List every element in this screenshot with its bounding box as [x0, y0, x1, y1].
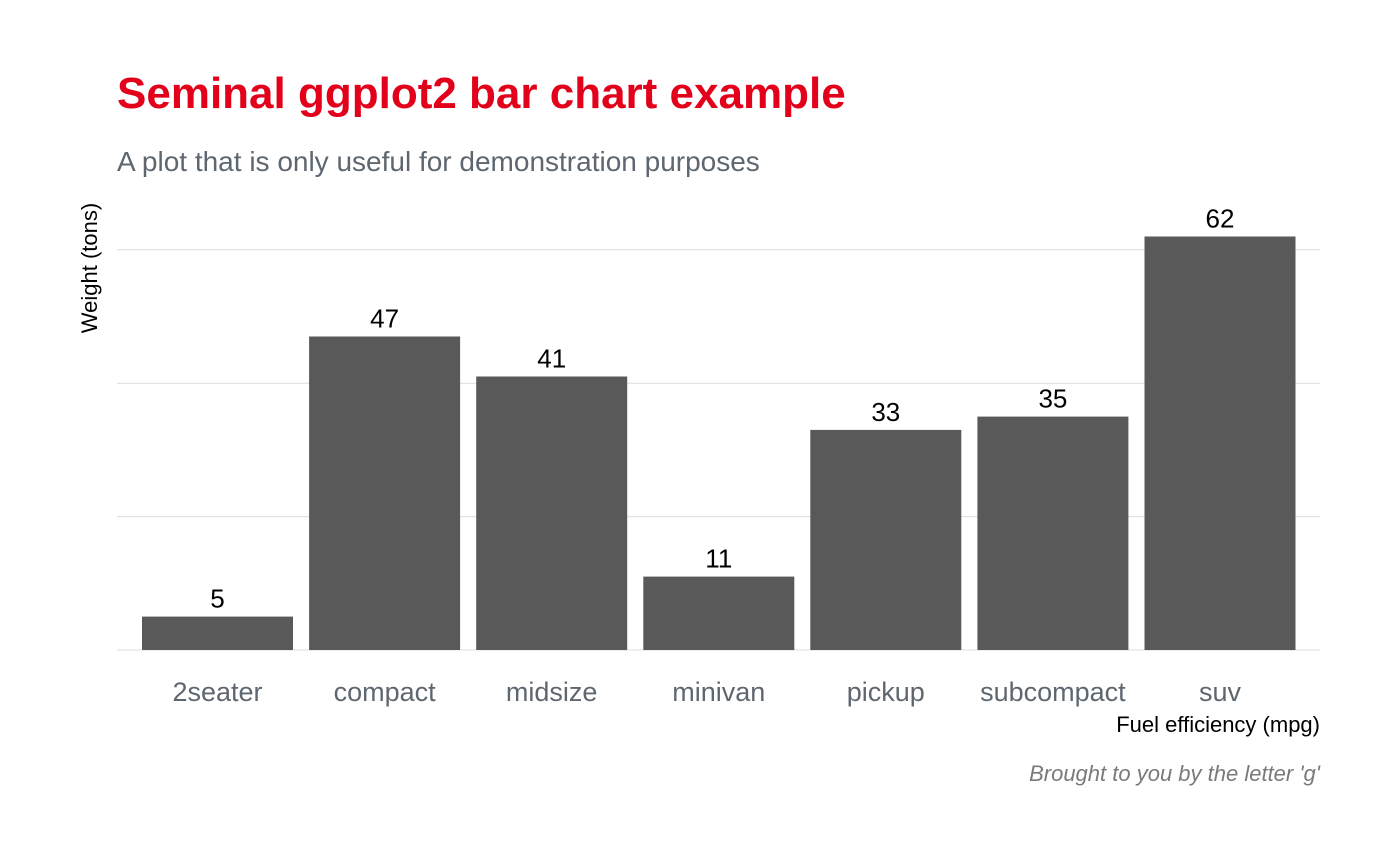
data-label-2seater: 5 — [210, 584, 224, 614]
chart-caption: Brought to you by the letter 'g' — [1029, 761, 1321, 786]
chart-subtitle: A plot that is only useful for demonstra… — [117, 146, 760, 177]
bar-compact — [309, 336, 461, 650]
data-label-suv: 62 — [1206, 204, 1235, 234]
x-tick-label-suv: suv — [1199, 677, 1242, 707]
data-labels: 5 47 41 11 33 35 62 — [210, 204, 1234, 614]
bar-subcompact — [977, 416, 1129, 650]
bars — [142, 236, 1296, 650]
x-tick-label-midsize: midsize — [506, 677, 598, 707]
x-tick-label-2seater: 2seater — [172, 677, 262, 707]
x-tick-label-pickup: pickup — [847, 677, 925, 707]
chart-title: Seminal ggplot2 bar chart example — [117, 69, 846, 118]
x-tick-label-subcompact: subcompact — [980, 677, 1126, 707]
data-label-midsize: 41 — [537, 344, 566, 374]
x-axis-title: Fuel efficiency (mpg) — [1116, 712, 1320, 737]
y-axis-title: Weight (tons) — [77, 203, 102, 333]
data-label-subcompact: 35 — [1038, 384, 1067, 414]
x-tick-label-minivan: minivan — [672, 677, 765, 707]
bar-pickup — [810, 429, 962, 650]
x-tick-label-compact: compact — [334, 677, 437, 707]
bar-minivan — [643, 576, 795, 650]
data-label-pickup: 33 — [871, 397, 900, 427]
data-label-compact: 47 — [370, 304, 399, 334]
data-label-minivan: 11 — [705, 544, 732, 574]
bar-suv — [1144, 236, 1296, 650]
bar-2seater — [142, 616, 293, 650]
x-tick-labels: 2seater compact midsize minivan pickup subcom… — [172, 677, 1241, 707]
bar-midsize — [476, 376, 628, 650]
